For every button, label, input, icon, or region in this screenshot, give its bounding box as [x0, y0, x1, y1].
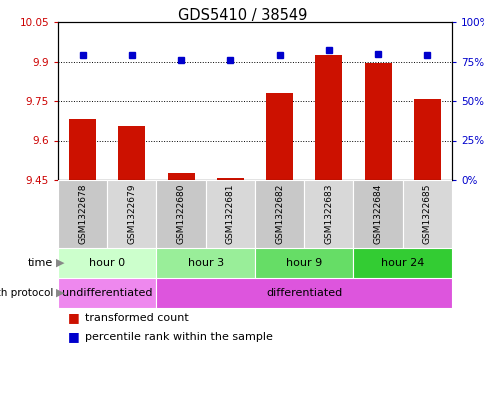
- Bar: [413, 99, 440, 180]
- Bar: [118, 126, 145, 180]
- Text: undifferentiated: undifferentiated: [62, 288, 152, 298]
- Text: hour 9: hour 9: [286, 258, 322, 268]
- Bar: [58, 248, 156, 278]
- Text: GSM1322680: GSM1322680: [176, 184, 185, 244]
- Text: ▶: ▶: [56, 258, 64, 268]
- Bar: [315, 55, 342, 180]
- Text: GDS5410 / 38549: GDS5410 / 38549: [178, 8, 306, 23]
- Bar: [402, 180, 451, 248]
- Text: time: time: [28, 258, 53, 268]
- Bar: [69, 119, 96, 180]
- Text: ▶: ▶: [56, 288, 64, 298]
- Text: hour 24: hour 24: [380, 258, 424, 268]
- Text: GSM1322681: GSM1322681: [226, 184, 234, 244]
- Text: GSM1322684: GSM1322684: [373, 184, 382, 244]
- Text: GSM1322682: GSM1322682: [274, 184, 284, 244]
- Bar: [255, 180, 303, 248]
- Text: ■: ■: [68, 331, 79, 343]
- Bar: [353, 248, 451, 278]
- Bar: [58, 278, 156, 308]
- Bar: [167, 173, 194, 180]
- Text: hour 0: hour 0: [89, 258, 125, 268]
- Text: hour 3: hour 3: [187, 258, 223, 268]
- Text: GSM1322679: GSM1322679: [127, 184, 136, 244]
- Bar: [364, 63, 391, 180]
- Bar: [156, 180, 205, 248]
- Bar: [58, 180, 107, 248]
- Text: GSM1322683: GSM1322683: [324, 184, 333, 244]
- Text: percentile rank within the sample: percentile rank within the sample: [85, 332, 272, 342]
- Bar: [205, 180, 255, 248]
- Text: growth protocol: growth protocol: [0, 288, 53, 298]
- Bar: [107, 180, 156, 248]
- Bar: [156, 278, 451, 308]
- Bar: [353, 180, 402, 248]
- Text: GSM1322685: GSM1322685: [422, 184, 431, 244]
- Text: transformed count: transformed count: [85, 313, 188, 323]
- Text: GSM1322678: GSM1322678: [78, 184, 87, 244]
- Bar: [216, 178, 243, 180]
- Bar: [255, 248, 353, 278]
- Text: differentiated: differentiated: [266, 288, 342, 298]
- Bar: [303, 180, 353, 248]
- Bar: [266, 93, 292, 180]
- Text: ■: ■: [68, 312, 79, 325]
- Bar: [156, 248, 255, 278]
